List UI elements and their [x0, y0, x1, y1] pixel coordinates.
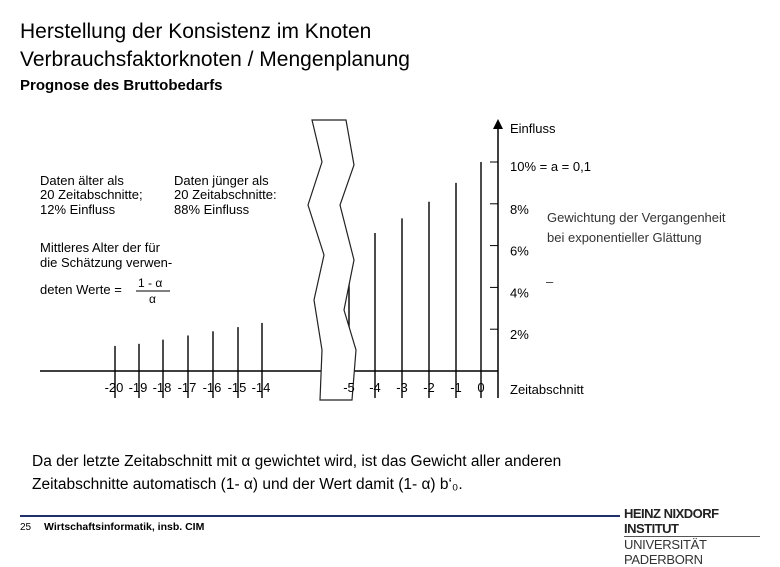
explanation-line2: Zeitabschnitte automatisch (1- α) und de…: [32, 476, 463, 493]
x-tick-label: -5: [343, 380, 355, 395]
y-axis-arrow: [493, 119, 503, 129]
logo-line1: HEINZ NIXDORF INSTITUT: [624, 506, 719, 536]
note-newer-line1: Daten jünger als: [174, 173, 269, 188]
mean-age-line2: die Schätzung verwen-: [40, 255, 172, 270]
x-tick-label: -20: [105, 380, 124, 395]
x-axis-title: Zeitabschnitt: [510, 382, 584, 397]
x-tick-label: -2: [423, 380, 435, 395]
formula-numerator: 1 - α: [138, 276, 162, 290]
x-tick-label: -4: [369, 380, 381, 395]
x-tick-label: -18: [153, 380, 172, 395]
explanation-text: Da der letzte Zeitabschnitt mit α gewich…: [32, 450, 732, 496]
note-older-line1: Daten älter als: [40, 173, 124, 188]
annotation-line1: Gewichtung der Vergangenheit: [547, 210, 726, 225]
y-tick-label-8: 8%: [510, 202, 529, 217]
note-newer-line3: 88% Einfluss: [174, 202, 250, 217]
institute-logo: HEINZ NIXDORF INSTITUT UNIVERSITÄT PADER…: [624, 506, 760, 567]
x-ticks-group: -20 -19 -18 -17 -16 -15 -14 -5 -4 -3 -2 -1 0: [105, 380, 485, 395]
formula-denominator: α: [149, 292, 156, 306]
x-tick-label: -16: [203, 380, 222, 395]
note-older-line3: 12% Einfluss: [40, 202, 116, 217]
x-tick-label: -3: [396, 380, 408, 395]
bars-group: [114, 162, 482, 398]
bar-chart: Daten älter als 20 Zeitabschnitte; 12% E…: [40, 119, 726, 401]
x-tick-label: 0: [477, 380, 484, 395]
annotation-dash: –: [546, 274, 554, 289]
footer-divider: [20, 515, 620, 517]
x-tick-label: -19: [129, 380, 148, 395]
slide-subtitle: Prognose des Bruttobedarfs: [20, 77, 223, 94]
x-tick-label: -15: [228, 380, 247, 395]
y-tick-label-2: 2%: [510, 327, 529, 342]
logo-line2: UNIVERSITÄT PADERBORN: [624, 536, 760, 567]
x-tick-label: -14: [252, 380, 271, 395]
x-tick-label: -17: [178, 380, 197, 395]
mean-age-line1: Mittleres Alter der für: [40, 240, 161, 255]
axis-break-band: [307, 119, 357, 401]
annotation-line2: bei exponentieller Glättung: [547, 230, 702, 245]
note-newer-line2: 20 Zeitabschnitte:: [174, 187, 277, 202]
y-tick-label-6: 6%: [510, 244, 529, 259]
y-tick-label-4: 4%: [510, 285, 529, 300]
course-name: Wirtschaftsinformatik, insb. CIM: [44, 521, 205, 533]
mean-age-lead: deten Werte =: [40, 282, 122, 297]
y-ticks-group: 8% 6% 4% 2%: [490, 161, 529, 342]
y-axis-title: Einfluss: [510, 121, 556, 136]
note-older-line2: 20 Zeitabschnitte;: [40, 187, 143, 202]
slide-title: Herstellung der Konsistenz im Knoten Ver…: [20, 20, 410, 71]
explanation-line1: Da der letzte Zeitabschnitt mit α gewich…: [32, 453, 562, 470]
x-tick-label: -1: [450, 380, 462, 395]
alpha-label: 10% = a = 0,1: [510, 159, 591, 174]
page-number: 25: [20, 522, 32, 533]
